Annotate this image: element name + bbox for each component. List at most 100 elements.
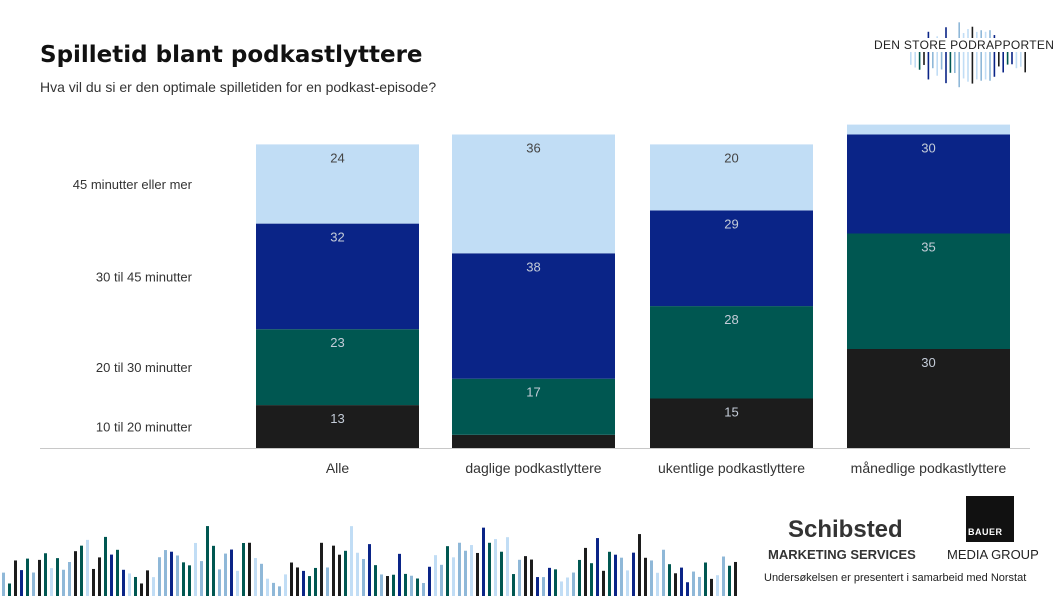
- decor-bar: [266, 578, 269, 596]
- decor-bar: [428, 566, 431, 596]
- decor-bar: [1011, 50, 1013, 65]
- bar-segment: [256, 405, 419, 448]
- decor-bar: [602, 570, 605, 596]
- decor-bar: [936, 36, 938, 76]
- decor-bar: [1015, 45, 1018, 69]
- decor-bar: [949, 39, 952, 73]
- decor-bar: [350, 526, 353, 596]
- decor-bar: [668, 564, 671, 596]
- decor-bar: [290, 562, 293, 596]
- decor-bar: [470, 545, 473, 596]
- decor-bar: [494, 539, 497, 596]
- podrapporten-logo-text: DEN STORE PODRAPPORTEN: [872, 38, 1057, 52]
- bar-segment: [650, 210, 813, 307]
- bar-segment: [650, 306, 813, 399]
- decor-bar: [218, 569, 221, 596]
- decor-bar: [56, 558, 59, 596]
- decor-bar: [626, 570, 629, 596]
- decor-bar: [680, 567, 683, 596]
- bar-segment: [847, 124, 1010, 135]
- decor-bar: [548, 567, 551, 596]
- decor-bar: [338, 554, 341, 596]
- decor-bar: [182, 562, 185, 596]
- bar-segment: [847, 349, 1010, 448]
- decor-bar: [92, 568, 95, 596]
- decor-bar: [560, 581, 563, 596]
- chart-title: Spilletid blant podkastlyttere: [40, 42, 423, 68]
- decor-bar: [954, 39, 956, 74]
- decor-bar: [554, 569, 557, 596]
- data-label: 35: [921, 240, 935, 255]
- decor-bar: [967, 29, 969, 82]
- decor-bar: [326, 567, 329, 596]
- decor-bar: [278, 586, 281, 596]
- decor-bar: [392, 574, 395, 596]
- decor-bar: [446, 546, 449, 596]
- decor-bar: [404, 573, 407, 596]
- decor-bar: [710, 578, 713, 596]
- decor-bar: [194, 542, 197, 596]
- decor-bar: [722, 556, 725, 596]
- decor-bar: [542, 577, 545, 596]
- decor-bar: [650, 560, 653, 596]
- decor-bar: [308, 576, 311, 596]
- footnote: Undersøkelsen er presentert i samarbeid …: [764, 572, 1027, 584]
- decor-bar: [980, 30, 982, 81]
- decor-bar: [572, 572, 575, 596]
- decor-bar: [674, 573, 677, 596]
- decor-bar: [236, 570, 239, 596]
- decor-bar: [206, 526, 209, 596]
- decor-bar: [476, 552, 479, 596]
- decor-bar: [80, 545, 83, 596]
- bar-segment: [452, 253, 615, 379]
- decor-bar: [910, 49, 912, 65]
- decor-bar: [620, 557, 623, 596]
- legend-label: 20 til 30 minutter: [96, 360, 193, 375]
- data-label: 23: [330, 335, 344, 350]
- decor-bar: [524, 556, 527, 596]
- data-label: 20: [724, 150, 738, 165]
- decor-bar: [984, 31, 987, 80]
- decor-bar: [971, 26, 974, 84]
- decor-bar: [1002, 40, 1004, 73]
- data-label: 29: [724, 216, 738, 231]
- decor-bar: [284, 574, 287, 596]
- decor-bar: [98, 557, 101, 596]
- decor-bar: [644, 557, 647, 596]
- decor-bar: [74, 551, 77, 596]
- decor-bar: [368, 544, 371, 596]
- decor-bar: [927, 31, 930, 80]
- decor-bar: [104, 536, 107, 596]
- decor-bar: [230, 549, 233, 596]
- legend-label: 30 til 45 minutter: [96, 269, 193, 284]
- decor-bar: [176, 555, 179, 596]
- decor-bar: [416, 578, 419, 596]
- decorative-audio-bars: [2, 526, 737, 596]
- decor-bar: [1024, 40, 1026, 73]
- decor-bar: [302, 570, 305, 596]
- decor-bar: [254, 558, 257, 596]
- legend-label: 45 minutter eller mer: [73, 177, 193, 192]
- decor-bar: [410, 575, 413, 596]
- decor-bar: [716, 575, 719, 596]
- decor-bar: [320, 542, 323, 596]
- decor-bar: [596, 538, 599, 596]
- decor-bar: [248, 542, 251, 596]
- decor-bar: [458, 542, 461, 596]
- decor-bar: [14, 560, 17, 596]
- decor-bar: [2, 572, 5, 596]
- decor-bar: [500, 551, 503, 596]
- category-label: daglige podkastlyttere: [465, 460, 601, 476]
- schibsted-logo-sub: MARKETING SERVICES: [768, 547, 916, 562]
- decor-bar: [692, 571, 695, 596]
- decor-bar: [962, 33, 965, 79]
- bar-segment: [650, 398, 813, 448]
- data-label: 13: [330, 411, 344, 426]
- decor-bar: [728, 565, 731, 596]
- data-label: 28: [724, 312, 738, 327]
- decor-bar: [464, 550, 467, 596]
- category-label: Alle: [326, 460, 350, 476]
- decor-bar: [993, 35, 996, 77]
- bauer-logo-box: [966, 496, 1014, 542]
- decor-bar: [662, 549, 665, 596]
